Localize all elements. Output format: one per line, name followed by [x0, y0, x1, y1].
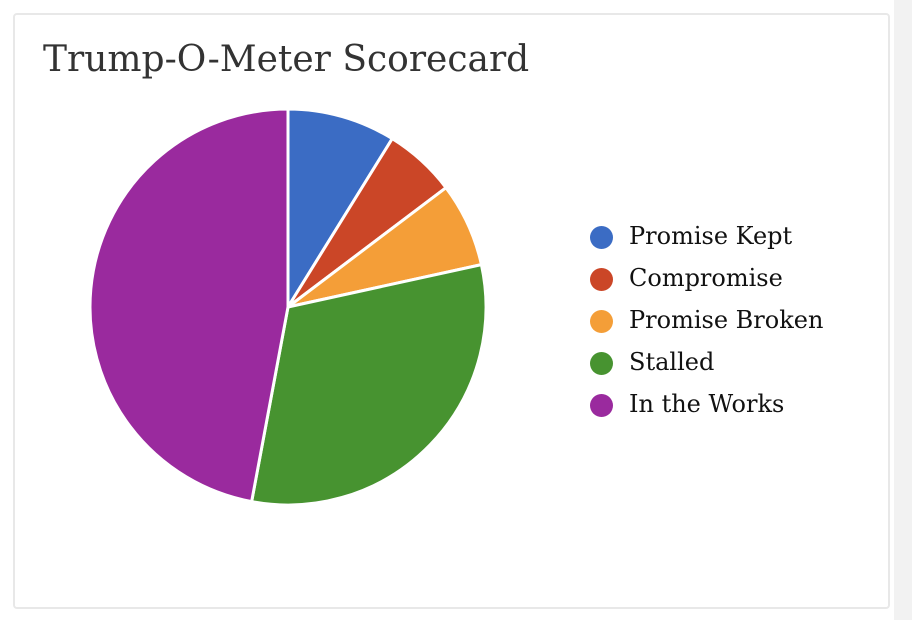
legend-label: In the Works: [629, 390, 785, 418]
legend-label: Compromise: [629, 264, 783, 292]
legend-swatch-circle-icon: [590, 351, 613, 375]
pie-slice-in-the-works[interactable]: [88, 107, 290, 504]
legend-swatch-circle-icon: [590, 267, 613, 291]
legend-swatch-circle-icon: [590, 309, 613, 333]
legend-label: Promise Broken: [629, 306, 824, 334]
pie-slice-stalled[interactable]: [250, 263, 488, 507]
legend-swatch-circle-icon: [590, 225, 613, 249]
legend-item-compromise[interactable]: Compromise: [590, 258, 823, 300]
scrollbar-track[interactable]: [894, 0, 912, 620]
legend-item-promise-kept[interactable]: Promise Kept: [590, 216, 823, 258]
pie-chart: [88, 107, 488, 507]
chart-legend: Promise Kept Compromise Promise Broken Stal…: [590, 216, 823, 426]
legend-item-promise-broken[interactable]: Promise Broken: [590, 300, 823, 342]
legend-swatch-circle-icon: [590, 393, 613, 417]
legend-item-stalled[interactable]: Stalled: [590, 342, 823, 384]
chart-card: Trump-O-Meter Scorecard Promise Kept Comp…: [13, 13, 890, 609]
legend-label: Promise Kept: [629, 222, 793, 250]
legend-item-in-the-works[interactable]: In the Works: [590, 384, 823, 426]
chart-title: Trump-O-Meter Scorecard: [43, 39, 530, 80]
pie-slice-promise-kept[interactable]: [286, 107, 394, 309]
legend-label: Stalled: [629, 348, 715, 376]
